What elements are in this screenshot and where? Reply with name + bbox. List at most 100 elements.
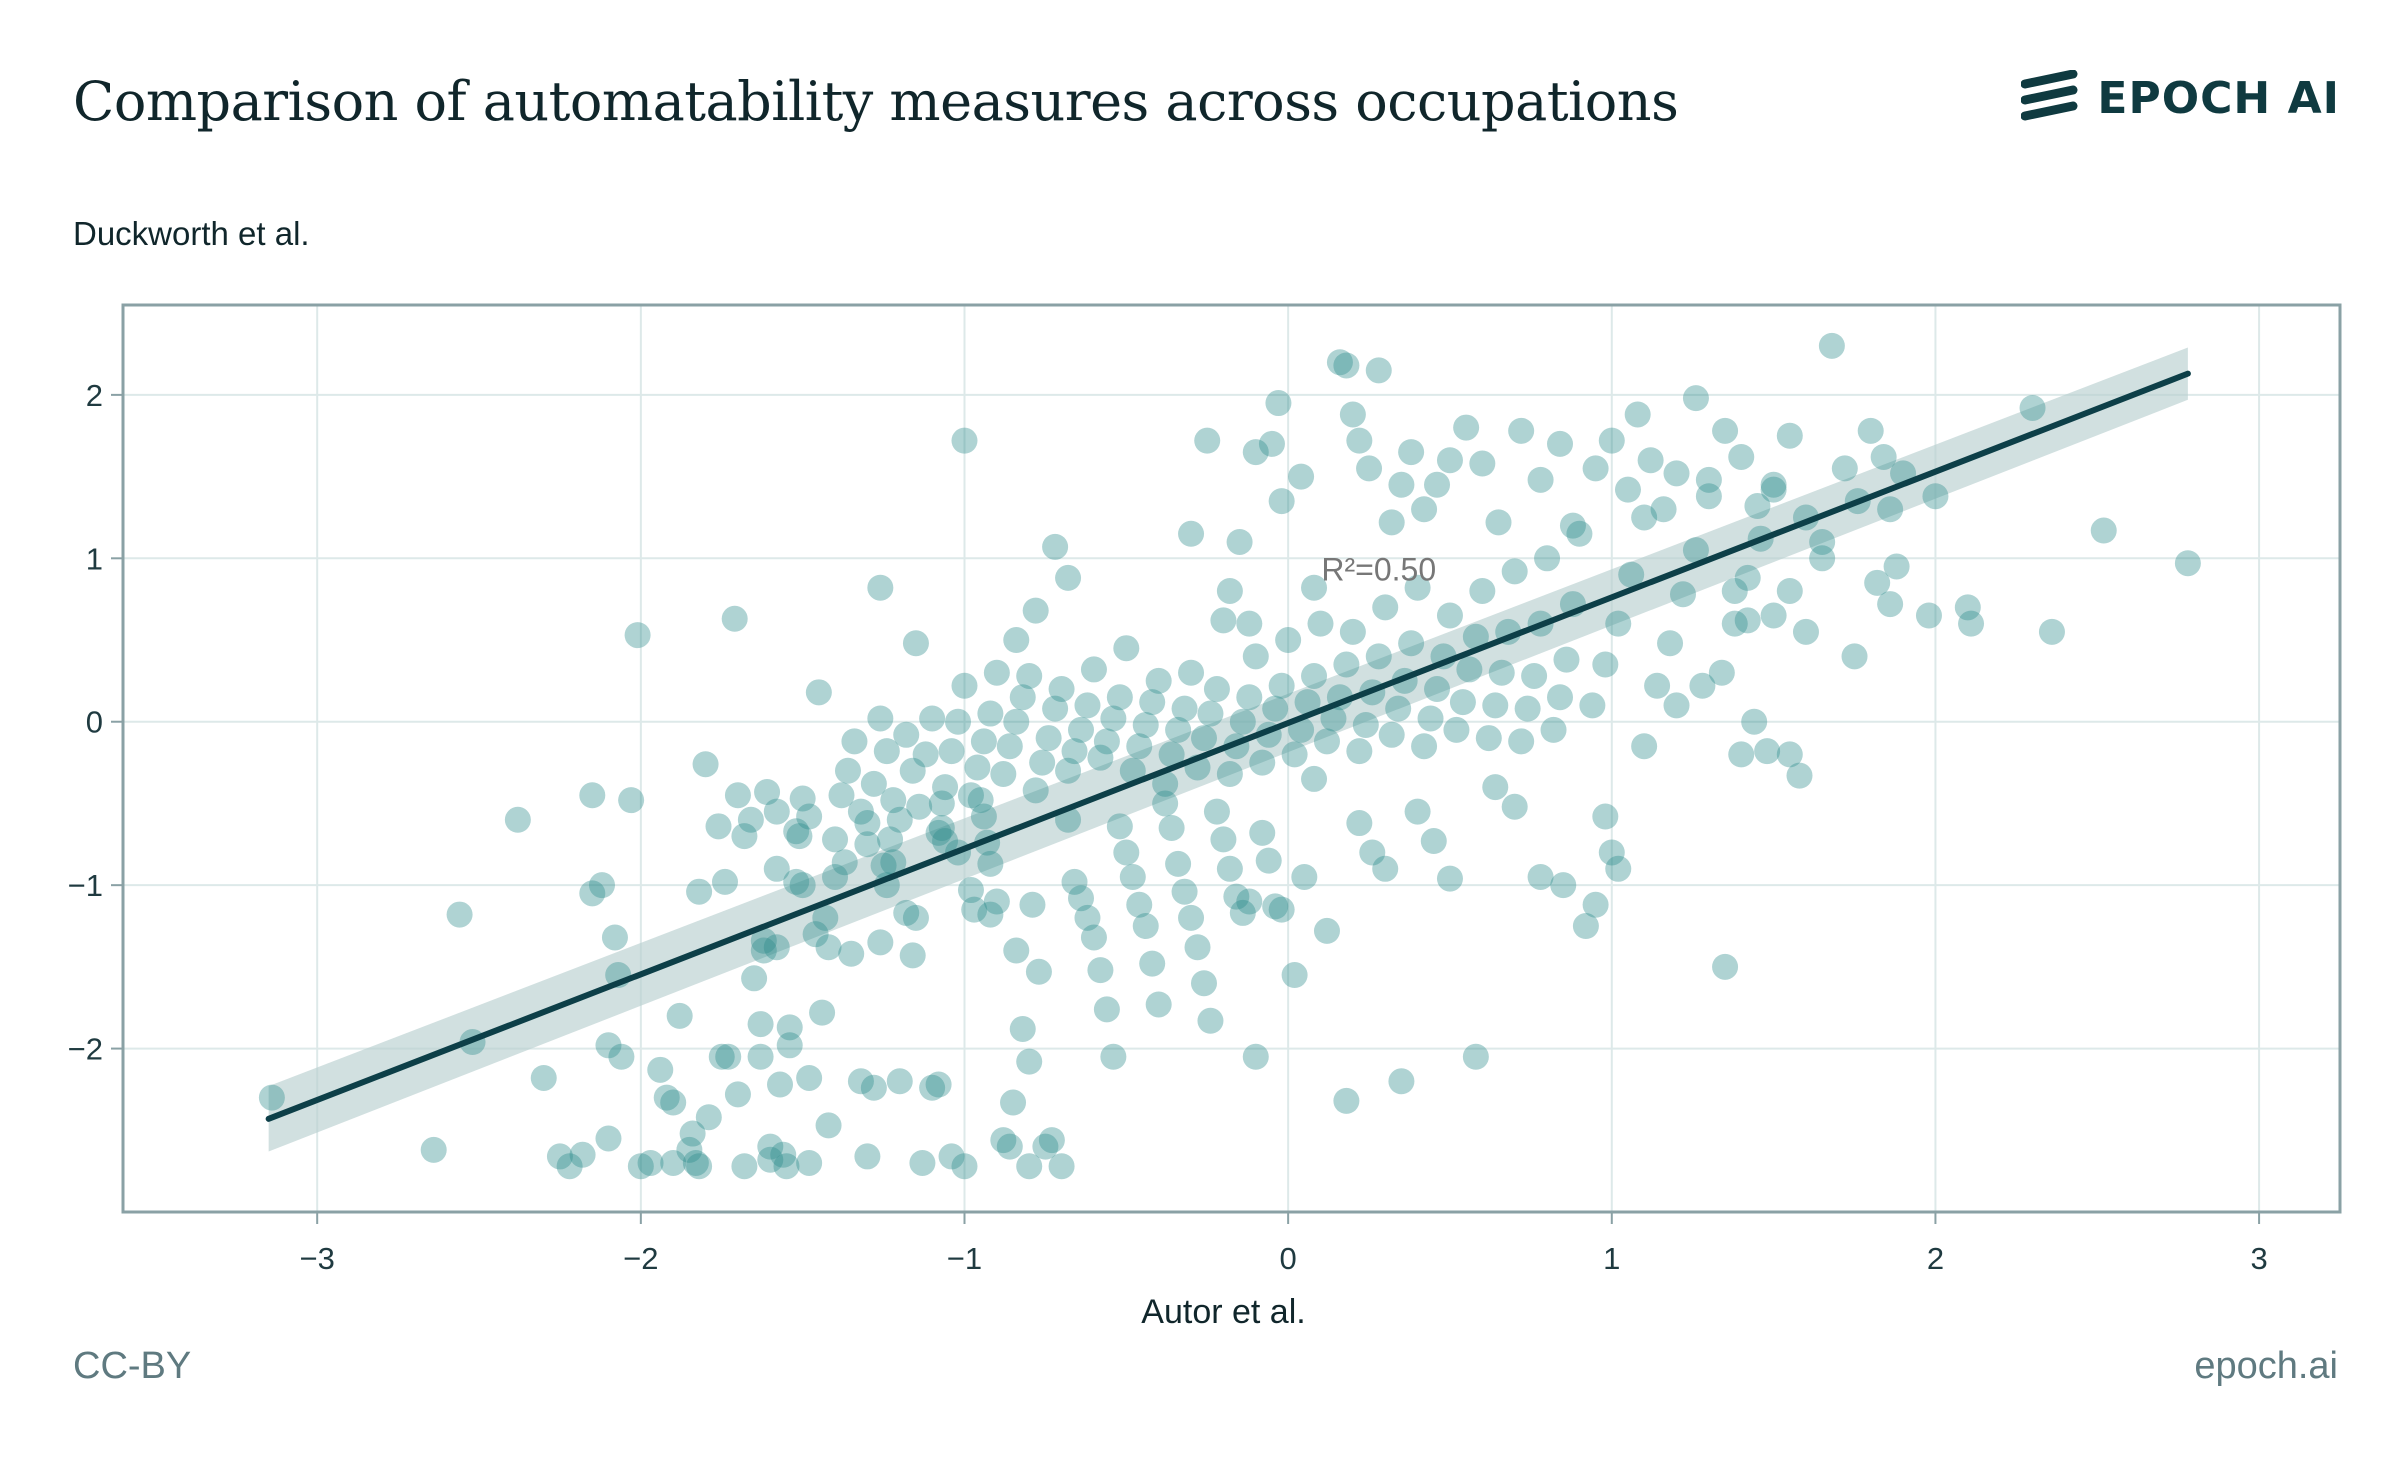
scatter-point: [1721, 577, 1748, 604]
scatter-point: [1624, 401, 1651, 428]
scatter-point: [1301, 765, 1328, 792]
scatter-point: [1236, 610, 1263, 637]
scatter-point: [1178, 659, 1205, 686]
scatter-point: [1113, 635, 1140, 662]
scatter-point: [1579, 692, 1606, 719]
scatter-point: [1307, 610, 1334, 637]
scatter-point: [867, 705, 894, 732]
scatter-point: [1388, 1068, 1415, 1095]
scatter-point: [763, 855, 790, 882]
scatter-point: [886, 806, 913, 833]
site-link[interactable]: epoch.ai: [2194, 1345, 2338, 1387]
scatter-point: [1288, 463, 1315, 490]
scatter-point: [1210, 607, 1237, 634]
scatter-point: [1420, 828, 1447, 855]
scatter-point: [1106, 684, 1133, 711]
scatter-point: [660, 1149, 687, 1176]
scatter-point: [747, 1011, 774, 1038]
scatter-point: [834, 757, 861, 784]
scatter-point: [1326, 349, 1353, 376]
scatter-point: [847, 798, 874, 825]
scatter-point: [1042, 533, 1069, 560]
x-tick-label: −3: [300, 1241, 335, 1276]
scatter-point: [711, 868, 738, 895]
scatter-point: [967, 787, 994, 814]
scatter-point: [809, 999, 836, 1026]
scatter-point: [789, 785, 816, 812]
scatter-point: [1055, 564, 1082, 591]
scatter-point: [773, 1153, 800, 1180]
scatter-point: [750, 937, 777, 964]
scatter-point: [1346, 738, 1373, 765]
scatter-point: [1721, 610, 1748, 637]
scatter-point: [970, 803, 997, 830]
scatter-point: [957, 782, 984, 809]
scatter-point: [1637, 447, 1664, 474]
scatter-point: [1922, 483, 1949, 510]
scatter-point: [1333, 1087, 1360, 1114]
scatter-point: [1313, 728, 1340, 755]
scatter-point: [1443, 716, 1470, 743]
scatter-point: [1009, 1015, 1036, 1042]
scatter-point: [1145, 991, 1172, 1018]
scatter-point: [530, 1064, 557, 1091]
scatter-point: [763, 934, 790, 961]
scatter-point: [893, 721, 920, 748]
scatter-point: [1475, 725, 1502, 752]
scatter-point: [1712, 417, 1739, 444]
scatter-point: [705, 813, 732, 840]
scatter-point: [1559, 512, 1586, 539]
scatter-point: [886, 1068, 913, 1095]
scatter-point: [1346, 427, 1373, 454]
scatter-point: [1301, 662, 1328, 689]
scatter-point: [1482, 774, 1509, 801]
scatter-point: [1158, 814, 1185, 841]
scatter-point: [1061, 868, 1088, 895]
scatter-point: [831, 849, 858, 876]
scatter-point: [925, 819, 952, 846]
scatter-point: [928, 790, 955, 817]
scatter-point: [906, 793, 933, 820]
scatter-point: [737, 806, 764, 833]
scatter-point: [1572, 913, 1599, 940]
scatter-point: [637, 1149, 664, 1176]
scatter-point: [990, 1127, 1017, 1154]
scatter-point: [860, 1074, 887, 1101]
scatter-point: [556, 1153, 583, 1180]
scatter-point: [1359, 839, 1386, 866]
scatter-point: [595, 1125, 622, 1152]
brand-logo[interactable]: EPOCH AI: [2021, 70, 2340, 126]
scatter-point: [1453, 414, 1480, 441]
scatter-point: [1022, 597, 1049, 624]
scatter-point: [870, 852, 897, 879]
scatter-point: [1792, 618, 1819, 645]
scatter-point: [504, 806, 531, 833]
scatter-point: [1268, 672, 1295, 699]
scatter-point: [1760, 602, 1787, 629]
scatter-point: [1165, 850, 1192, 877]
scatter-point: [1242, 643, 1269, 670]
y-axis-ticks: −2 −1 0 1 2: [68, 378, 123, 1067]
x-tick-label: 0: [1280, 1241, 1297, 1276]
x-axis-title: Autor et al.: [1141, 1293, 1305, 1331]
scatter-point: [1508, 728, 1535, 755]
scatter-point: [1132, 711, 1159, 738]
scatter-point: [666, 1002, 693, 1029]
scatter-point: [1048, 1153, 1075, 1180]
scatter-point: [1534, 545, 1561, 572]
scatter-point: [2090, 517, 2117, 544]
scatter-point: [899, 942, 926, 969]
scatter-point: [1119, 757, 1146, 784]
scatter-point: [1262, 893, 1289, 920]
scatter-point: [1119, 863, 1146, 890]
scatter-point: [1547, 430, 1574, 457]
scatter-point: [653, 1084, 680, 1111]
scatter-point: [757, 1133, 784, 1160]
scatter-point: [996, 733, 1023, 760]
scatter-point: [1313, 917, 1340, 944]
scatter-point: [1178, 904, 1205, 931]
scatter-point: [1158, 741, 1185, 768]
scatter-point: [805, 679, 832, 706]
scatter-point: [1042, 695, 1069, 722]
scatter-point: [1388, 471, 1415, 498]
